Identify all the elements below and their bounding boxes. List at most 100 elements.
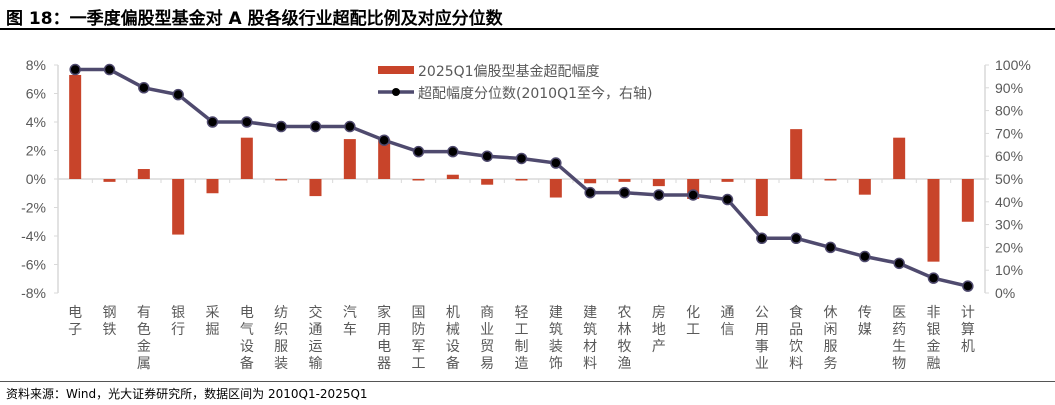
category-label: 国防军工 (412, 305, 426, 372)
percentile-marker (275, 120, 287, 133)
right-tick-label: 100% (995, 57, 1031, 73)
percentile-marker (241, 116, 253, 128)
left-tick-label: 2% (26, 143, 46, 159)
right-tick-label: 50% (995, 171, 1023, 187)
bar (481, 179, 494, 185)
category-label: 通信 (721, 305, 735, 338)
category-label: 食品饮料 (789, 304, 803, 372)
right-tick-label: 90% (995, 80, 1023, 96)
left-tick-label: -8% (21, 285, 46, 301)
legend-bar-label: 2025Q1偏股型基金超配幅度 (418, 63, 600, 80)
percentile-marker (447, 145, 459, 158)
percentile-marker (790, 232, 802, 245)
percentile-marker (481, 150, 493, 162)
bar (584, 179, 597, 184)
percentile-marker (756, 232, 768, 245)
category-label: 汽车 (343, 305, 357, 338)
left-tick-label: 4% (26, 114, 46, 130)
chart-title: 图 18：一季度偏股型基金对 A 股各级行业超配比例及对应分位数 (6, 9, 503, 29)
percentile-marker (344, 120, 356, 133)
bar (961, 179, 974, 222)
right-tick-label: 60% (995, 148, 1023, 164)
legend-line-marker (392, 88, 400, 96)
category-label: 有色金属 (137, 305, 151, 372)
category-label: 交通运输 (309, 304, 323, 372)
percentile-marker (138, 82, 150, 94)
category-label: 农林牧渔 (618, 305, 632, 372)
right-tick-label: 0% (995, 285, 1015, 301)
bar (137, 169, 150, 179)
percentile-marker (584, 186, 596, 199)
percentile-marker (618, 186, 631, 199)
category-label: 建筑装饰 (549, 305, 563, 372)
percentile-marker (69, 63, 81, 76)
percentile-marker (172, 88, 184, 101)
category-label: 采掘 (206, 305, 220, 338)
bar (309, 179, 322, 197)
category-label: 医药生物 (892, 305, 906, 372)
bar (343, 139, 356, 179)
category-label: 家用电器 (377, 304, 391, 372)
right-tick-label: 70% (995, 125, 1023, 141)
category-label: 纺织服装 (274, 305, 288, 372)
category-label: 计算机 (961, 305, 975, 355)
percentile-marker (206, 116, 219, 128)
left-tick-label: 6% (26, 86, 46, 102)
right-tick-label: 40% (995, 194, 1023, 210)
percentile-marker (378, 134, 390, 146)
category-label: 轻工制造 (515, 305, 529, 372)
bar (790, 129, 803, 179)
category-label: 银行 (171, 305, 185, 338)
percentile-marker (515, 152, 528, 165)
percentile-marker (309, 120, 322, 133)
category-label: 钢铁 (103, 305, 117, 338)
bar (858, 179, 871, 195)
bar (549, 179, 562, 198)
percentile-line (75, 67, 969, 288)
right-tick-label: 80% (995, 103, 1023, 119)
percentile-marker (721, 193, 734, 206)
percentile-marker (103, 63, 116, 76)
legend-line-label: 超配幅度分位数(2010Q1至今，右轴) (418, 86, 652, 102)
category-label: 机械设备 (446, 305, 460, 372)
legend-bar-swatch (378, 66, 414, 74)
bar (618, 179, 631, 182)
right-tick-label: 30% (995, 217, 1023, 233)
chart: -8% -6% -4% -2% 0% 2% 4% 6% 8% 0% 10% 20% 30% 40% 50% 6… (21, 57, 1031, 372)
left-tick-label: 0% (26, 171, 46, 187)
bar (824, 179, 837, 181)
bar (721, 179, 734, 182)
bar (206, 179, 219, 194)
category-label: 房地产 (652, 305, 666, 355)
category-label: 建筑材料 (583, 305, 597, 372)
source-divider (0, 381, 1055, 382)
category-label: 非银金融 (927, 305, 941, 372)
bar (652, 179, 665, 187)
category-label: 电子 (68, 305, 82, 338)
left-tick-label: -4% (21, 228, 46, 244)
bar (69, 74, 82, 179)
category-label: 休闲服务 (824, 305, 838, 372)
bar (755, 179, 768, 217)
category-label: 传媒 (858, 305, 872, 338)
percentile-marker (653, 189, 665, 201)
percentile-marker (687, 189, 699, 201)
category-label: 电气设备 (240, 305, 254, 372)
bar (412, 179, 425, 181)
left-tick-label: -2% (21, 200, 46, 216)
right-tick-label: 20% (995, 239, 1023, 255)
left-tick-label: -6% (21, 257, 46, 273)
bar (515, 179, 528, 181)
source-note: 资料来源：Wind，光大证券研究所，数据区间为 2010Q1-2025Q1 (6, 387, 368, 401)
percentile-marker (859, 250, 871, 263)
bar (172, 179, 185, 235)
category-label: 公用事业 (755, 305, 769, 372)
right-tick-label: 10% (995, 262, 1023, 278)
bar (927, 179, 940, 262)
title-divider (0, 28, 1055, 30)
percentile-marker (824, 241, 837, 254)
left-tick-label: 8% (26, 57, 46, 73)
bar (103, 179, 116, 182)
percentile-marker (893, 257, 905, 270)
category-label: 化工 (686, 305, 700, 338)
